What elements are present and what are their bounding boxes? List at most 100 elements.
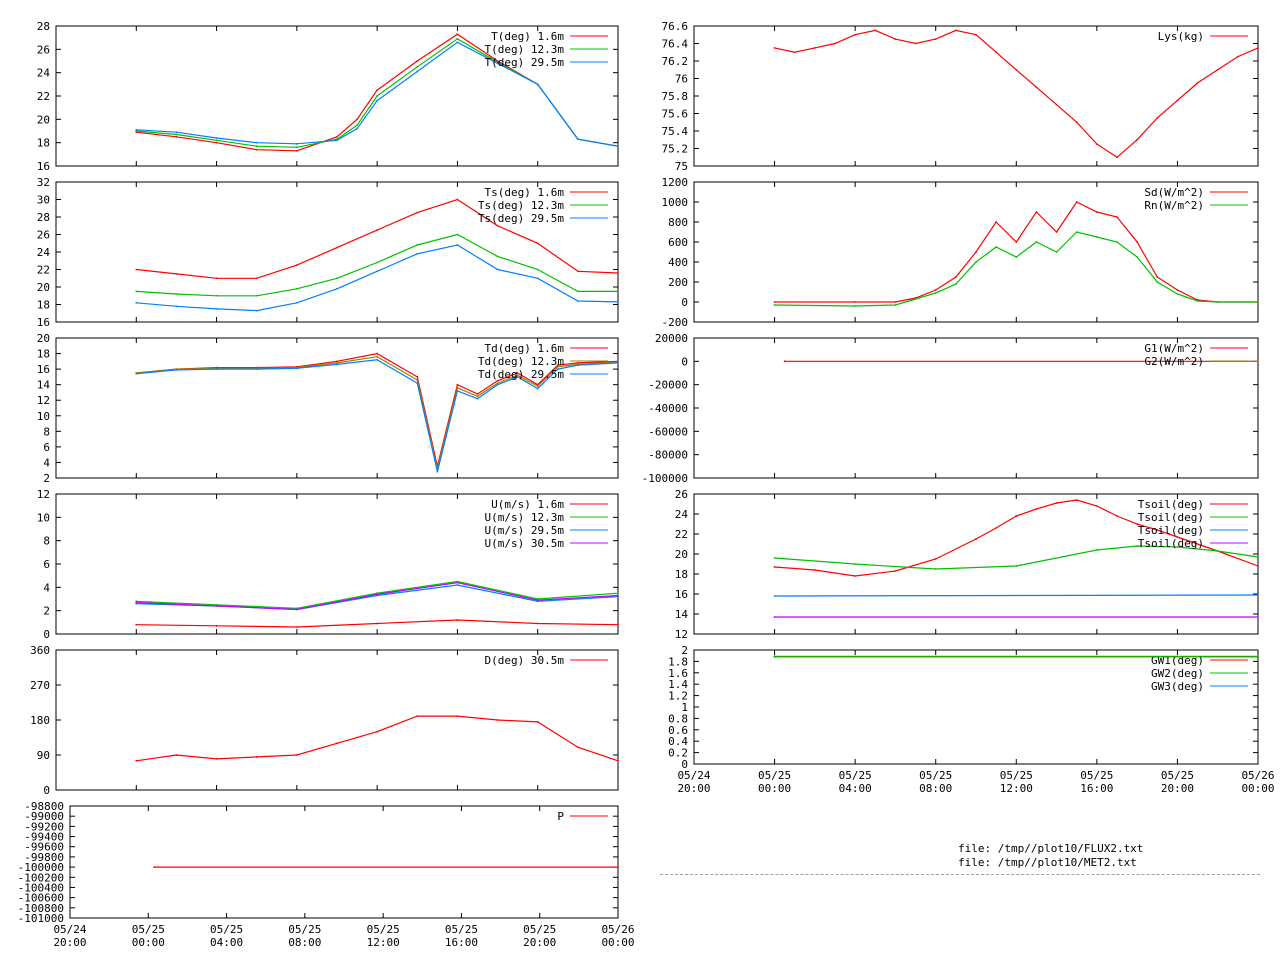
x-tick-time: 00:00 xyxy=(1241,782,1274,795)
surface_temp-ytick-label: 18 xyxy=(37,299,50,312)
x-tick-date: 05/26 xyxy=(1241,769,1274,782)
ground_flux-ytick-label: 20000 xyxy=(655,332,688,345)
soil_temp-data-point xyxy=(934,558,937,560)
soil_temp-data-point xyxy=(1257,556,1259,558)
radiation-data-point xyxy=(934,292,937,294)
temp-data-point xyxy=(336,139,338,142)
dewpoint-ytick-label: 2 xyxy=(43,472,50,485)
pressure-ytick-label: -99600 xyxy=(24,841,64,854)
surface_temp-data-point xyxy=(255,309,258,312)
gw-legend-label: GW3(deg) xyxy=(1151,680,1204,693)
wind_speed-ytick-label: 2 xyxy=(43,605,50,618)
radiation-data-point xyxy=(1075,201,1078,203)
lysimeter-data-point xyxy=(1075,121,1078,124)
gw-ytick-label: 0.4 xyxy=(668,735,688,748)
pressure-ytick-label: -101000 xyxy=(18,912,64,925)
wind_dir-data-point xyxy=(536,721,539,723)
wind_dir-data-point xyxy=(617,759,619,762)
surface_temp-legend-label: Ts(deg) 29.5m xyxy=(478,212,564,225)
radiation-data-point xyxy=(894,301,897,303)
temp-data-point xyxy=(416,60,419,62)
soil_temp-data-point xyxy=(1257,594,1259,596)
soil_temp-ytick-label: 14 xyxy=(675,608,689,621)
lysimeter-data-point xyxy=(1136,138,1139,141)
lysimeter-ytick-label: 76.4 xyxy=(662,38,689,51)
dewpoint-data-point xyxy=(336,363,338,366)
dewpoint-data-point xyxy=(496,383,499,386)
radiation-series-line xyxy=(774,201,1258,303)
temp-data-point xyxy=(456,41,459,44)
x-tick-date: 05/25 xyxy=(919,769,952,782)
surface_temp-ytick-label: 32 xyxy=(37,176,50,189)
soil_temp-data-point xyxy=(1055,502,1058,504)
radiation-data-point xyxy=(773,304,776,306)
temp-ytick-label: 20 xyxy=(37,113,50,126)
pressure-ytick-label: -99800 xyxy=(24,851,64,864)
x-tick-date: 05/25 xyxy=(523,923,556,936)
surface_temp-data-point xyxy=(175,272,178,275)
x-tick-time: 04:00 xyxy=(839,782,872,795)
radiation-series-line xyxy=(774,231,1258,307)
dewpoint-legend-label: Td(deg) 1.6m xyxy=(485,342,565,355)
soil_temp-data-point xyxy=(1015,515,1018,517)
lysimeter-data-point xyxy=(894,38,897,41)
soil_temp-data-point xyxy=(773,566,776,568)
temp-data-point xyxy=(175,135,178,138)
dewpoint-frame xyxy=(55,337,619,479)
soil_temp-data-point xyxy=(975,538,977,540)
x-tick-time: 20:00 xyxy=(1161,782,1194,795)
temp-data-point xyxy=(255,141,258,144)
radiation-data-point xyxy=(1196,300,1199,302)
radiation-ytick-label: 1000 xyxy=(662,196,689,209)
radiation-data-point xyxy=(954,283,957,285)
x-tick-time: 20:00 xyxy=(53,936,86,949)
dewpoint-ytick-label: 6 xyxy=(43,441,50,454)
gw-legend-label: GW1(deg) xyxy=(1151,654,1204,667)
surface_temp-legend-label: Ts(deg) 12.3m xyxy=(478,199,564,212)
radiation-frame xyxy=(693,181,1259,323)
temp-data-point xyxy=(175,133,178,136)
radiation-ytick-label: 1200 xyxy=(662,176,689,189)
temp-legend-label: T(deg) 1.6m xyxy=(491,30,564,43)
radiation-legend-label: Rn(W/m^2) xyxy=(1144,199,1204,212)
soil_temp-ytick-label: 20 xyxy=(675,548,688,561)
ground_flux-ytick-label: -20000 xyxy=(648,379,688,392)
x-tick-date: 05/25 xyxy=(445,923,478,936)
dewpoint-data-point xyxy=(295,367,298,370)
temp-data-point xyxy=(376,99,379,102)
surface_temp-data-point xyxy=(496,224,499,227)
lysimeter-data-point xyxy=(1015,68,1018,71)
temp-data-point xyxy=(295,142,298,145)
wind_dir-data-point xyxy=(135,759,138,762)
lysimeter-ytick-label: 76.2 xyxy=(662,55,689,68)
radiation-data-point xyxy=(1116,216,1118,218)
temp-data-point xyxy=(456,37,459,40)
wind_dir-data-point xyxy=(576,746,579,749)
temp-data-point xyxy=(215,139,218,142)
temp-data-point xyxy=(416,70,419,73)
gw-ytick-label: 1.8 xyxy=(668,655,688,668)
wind_speed-legend-label: U(m/s) 12.3m xyxy=(485,511,565,524)
soil_temp-data-point xyxy=(1257,565,1259,567)
soil_temp-data-point xyxy=(773,557,776,559)
radiation-ytick-label: 400 xyxy=(668,256,688,269)
dewpoint-data-point xyxy=(536,385,539,388)
surface_temp-data-point xyxy=(576,270,579,273)
pressure-ytick-label: -99400 xyxy=(24,831,64,844)
surface_temp-ytick-label: 30 xyxy=(37,194,50,207)
soil_temp-ytick-label: 24 xyxy=(675,508,689,521)
temp-ytick-label: 26 xyxy=(37,43,50,56)
temp-data-point xyxy=(376,89,379,92)
wind_speed-ytick-label: 6 xyxy=(43,558,50,571)
temp-data-point xyxy=(456,33,459,36)
radiation-ytick-label: 600 xyxy=(668,236,688,249)
surface_temp-data-point xyxy=(135,301,138,304)
temp-data-point xyxy=(416,65,419,68)
radiation-data-point xyxy=(1095,236,1098,238)
dewpoint-data-point xyxy=(576,361,579,364)
gw-ytick-label: 0.8 xyxy=(668,712,688,725)
surface_temp-data-point xyxy=(135,268,138,271)
lysimeter-data-point xyxy=(914,42,917,45)
lysimeter-data-point xyxy=(813,46,816,49)
